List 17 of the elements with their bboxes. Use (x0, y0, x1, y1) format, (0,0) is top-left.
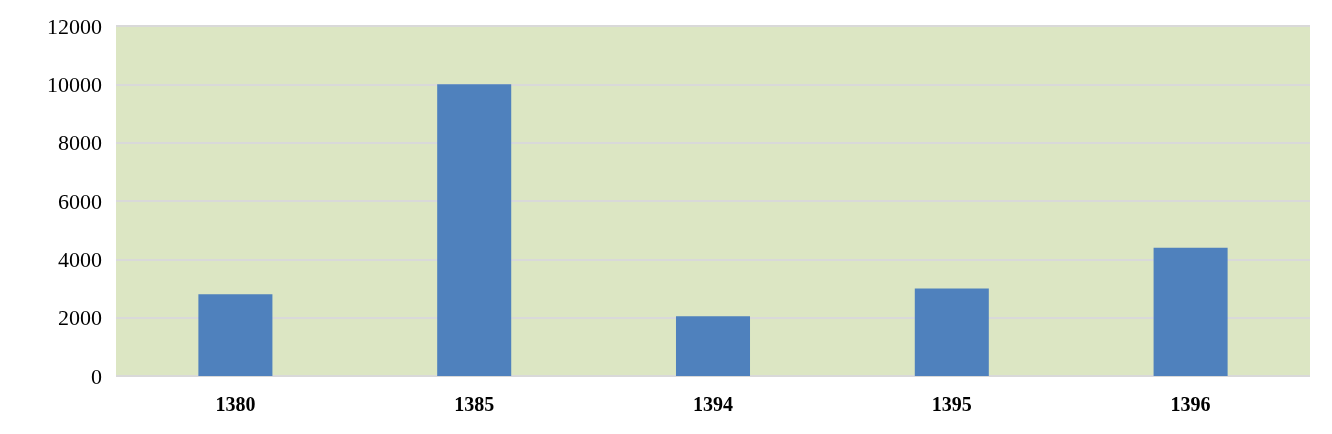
x-tick-label: 1380 (215, 393, 256, 415)
y-tick-label: 0 (91, 363, 102, 389)
y-tick-label: 10000 (47, 71, 102, 97)
x-tick-label: 1385 (454, 393, 495, 415)
x-tick-label: 1395 (931, 393, 972, 415)
y-tick-label: 6000 (58, 188, 102, 214)
y-tick-label: 8000 (58, 130, 102, 156)
bar (198, 294, 273, 376)
y-tick-label: 2000 (58, 305, 102, 331)
bar (1153, 247, 1228, 376)
y-tick-label: 4000 (58, 246, 102, 272)
bar (675, 316, 751, 376)
x-tick-label: 1396 (1170, 393, 1211, 415)
x-tick-label: 1394 (693, 393, 733, 415)
bar (437, 84, 512, 376)
bar (914, 288, 989, 376)
y-tick-label: 12000 (47, 13, 102, 39)
